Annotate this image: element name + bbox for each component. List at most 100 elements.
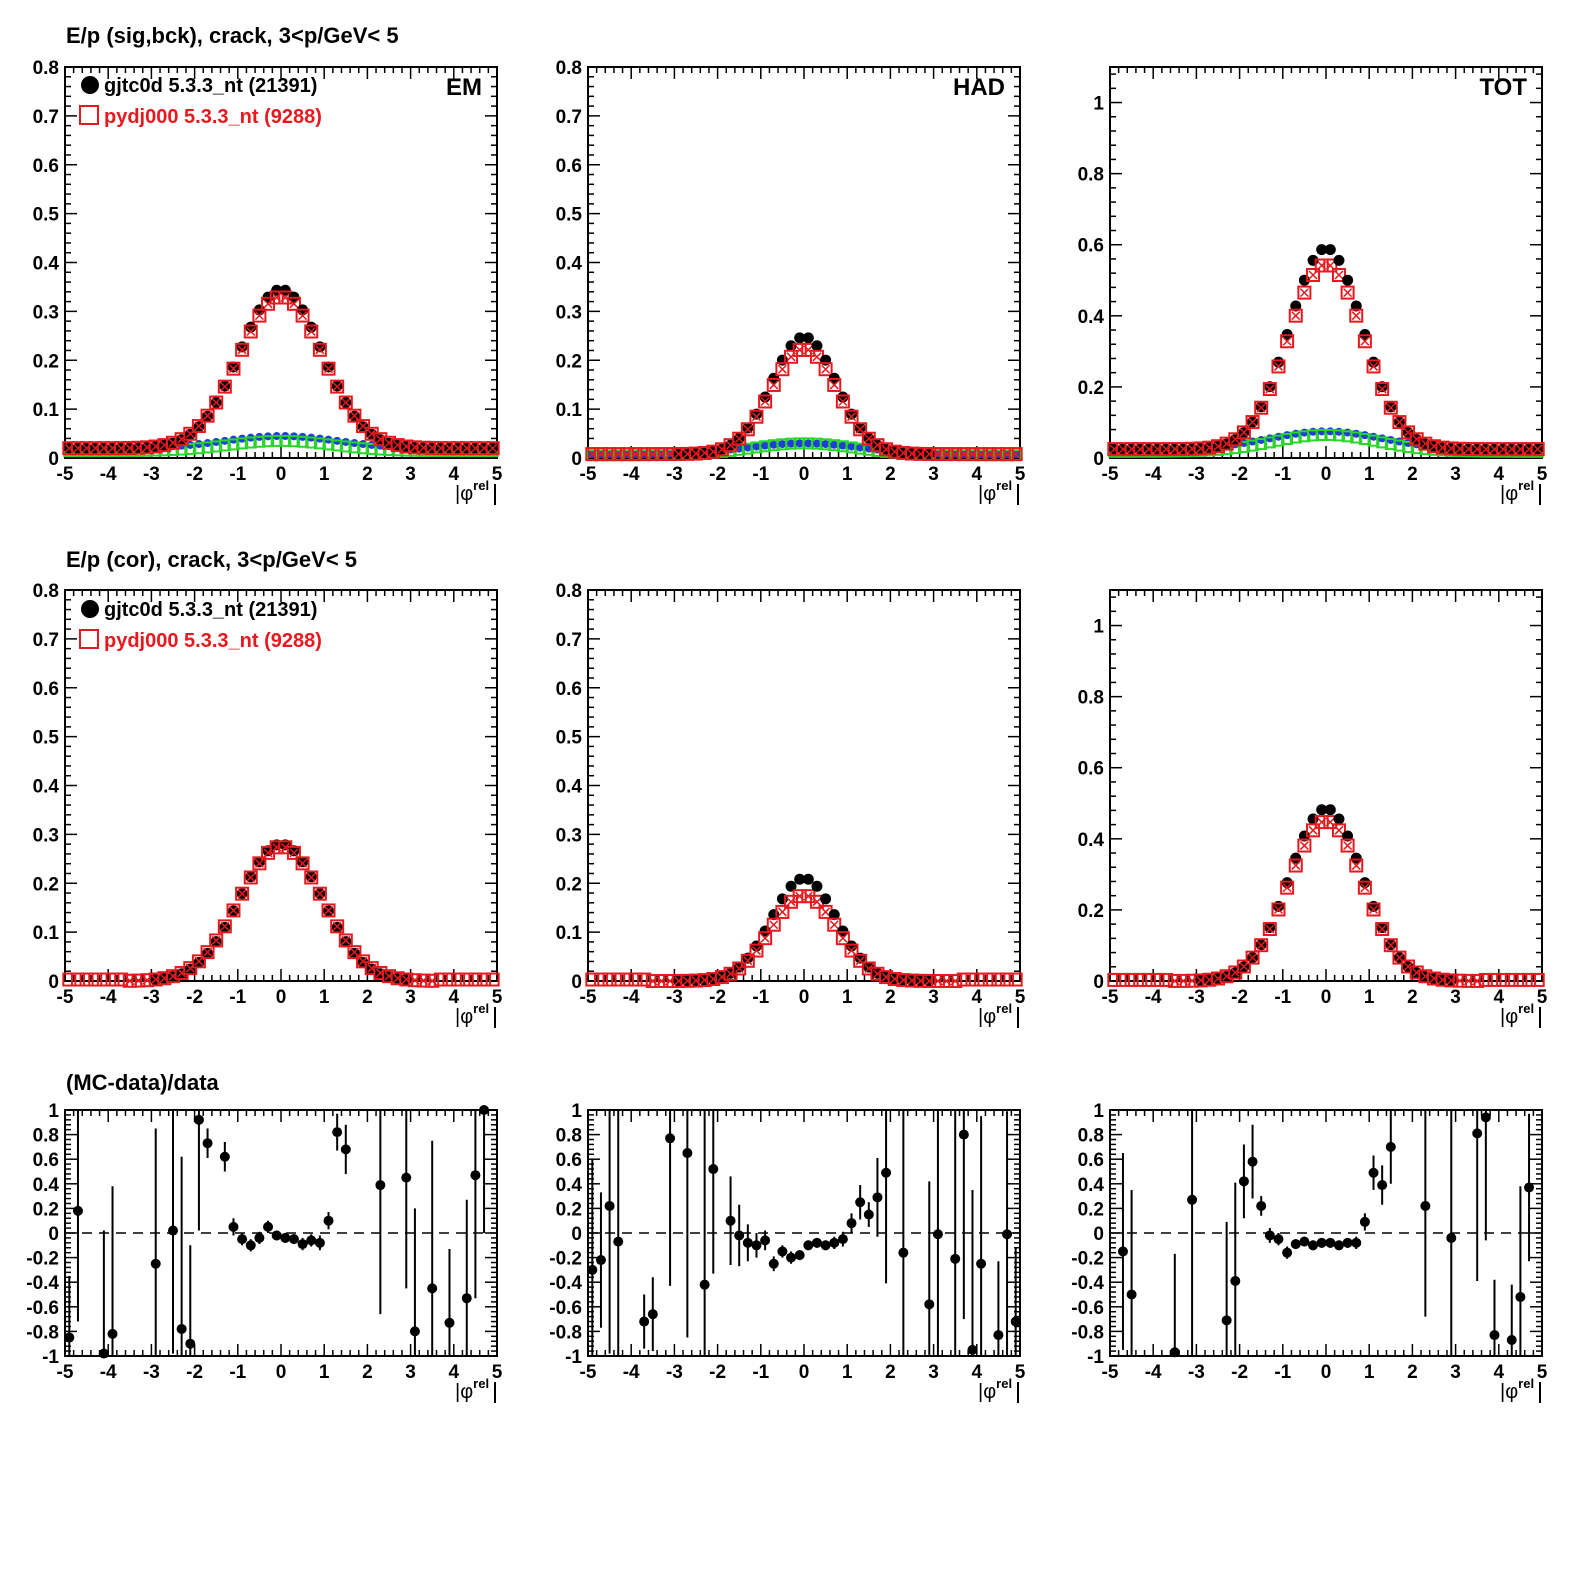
x-tick-label: -3: [1188, 464, 1205, 485]
bck-mc-point: [279, 434, 292, 447]
mc-point-x: [1334, 270, 1344, 280]
y-tick-label: 0: [1093, 1224, 1104, 1245]
mc-point: [1008, 972, 1023, 987]
x-tick-label: -5: [1102, 987, 1119, 1008]
mc-point: [1392, 950, 1407, 965]
mc-point-x: [203, 947, 213, 957]
bck-mc-point: [236, 437, 249, 450]
mc-point-x: [1334, 825, 1344, 835]
ratio-point: [725, 1215, 736, 1226]
x-axis-label: |φrel: [978, 1001, 1012, 1028]
mc-point: [948, 973, 963, 988]
bck-mc-point: [262, 435, 275, 448]
y-tick-label: 0.8: [33, 1126, 59, 1147]
mc-point-x: [289, 299, 299, 309]
mc-point: [654, 447, 669, 462]
x-tick-label: 2: [1407, 1362, 1418, 1383]
ratio-point: [699, 1279, 710, 1290]
bck-mc-point: [210, 440, 223, 453]
bck-mc-point: [184, 442, 197, 455]
mc-point: [1366, 902, 1381, 917]
x-tick-label: -4: [623, 464, 640, 485]
ratio-point: [958, 1129, 969, 1140]
legend-data-label: gjtc0d 5.3.3_nt (21391): [104, 599, 317, 621]
panel-top-TOT: -5 -4 -3 -2 -1 0 1 2 3 4 5 0 0.2 0.4 0.6 0.8 1 |φrel TOT: [1078, 66, 1548, 505]
y-tick-label: 0.8: [556, 58, 582, 79]
panels: -5 -4 -3 -2 -1 0 1 2 3 4 5 0 0.1 0.2 0.3 0.4 0.5 0.6 0.7 0.…: [26, 58, 1548, 1403]
mc-point-x: [298, 311, 308, 321]
mc-point: [1000, 972, 1015, 987]
ratio-point: [1290, 1239, 1301, 1250]
x-axis-label: |φrel: [978, 478, 1012, 505]
data-point: [1316, 244, 1328, 256]
mc-point-x: [1265, 924, 1275, 934]
mc-point-x: [246, 326, 256, 337]
mc-point: [1487, 972, 1502, 987]
mc-point: [792, 342, 807, 357]
ratio-point: [1238, 1176, 1249, 1187]
mc-point: [191, 954, 206, 969]
mc-point: [1176, 973, 1191, 988]
y-tick-label: 0.8: [33, 58, 59, 79]
ratio-point: [1002, 1229, 1013, 1240]
mc-point-x: [1273, 904, 1284, 915]
ratio-point: [237, 1234, 248, 1245]
mc-point-x: [237, 345, 247, 355]
mc-point-x: [803, 891, 813, 901]
y-tick-label: 0.4: [556, 254, 583, 275]
mc-point-x: [1343, 841, 1353, 851]
mc-point: [356, 419, 371, 434]
x-tick-label: 2: [1407, 464, 1418, 485]
mc-point: [209, 933, 224, 948]
y-tick-label: 0.8: [556, 1126, 582, 1147]
ratio-point: [1308, 1240, 1319, 1251]
mc-point: [442, 972, 457, 987]
mc-point: [1297, 285, 1312, 300]
mc-point-x: [829, 380, 839, 390]
y-tick-label: 0.2: [1078, 378, 1104, 399]
mc-point: [321, 361, 336, 376]
mc-point-x: [280, 292, 290, 303]
ratio-point: [254, 1232, 265, 1243]
mc-point-x: [246, 872, 256, 882]
data-point: [785, 340, 797, 352]
mc-point: [982, 447, 997, 462]
ratio-point: [837, 1234, 848, 1245]
bck-data-point: [778, 440, 787, 449]
mc-point: [637, 447, 652, 462]
ratio-point: [263, 1221, 274, 1232]
mc-point: [593, 447, 608, 462]
data-point: [1368, 356, 1380, 368]
mc-point: [1340, 285, 1355, 300]
x-axis-label-sup: rel: [473, 478, 489, 493]
ratio-point: [829, 1237, 840, 1248]
mc-point-x: [341, 935, 351, 945]
x-tick-label: -1: [752, 464, 769, 485]
ratio-point: [1368, 1167, 1379, 1178]
bck-mc-point: [365, 442, 378, 455]
bck-mc-point: [227, 438, 240, 451]
ratio-point: [1247, 1156, 1258, 1167]
mc-point: [628, 447, 643, 462]
bck-data-point: [830, 440, 839, 449]
mc-point: [200, 408, 215, 423]
y-tick-label: 0.6: [1078, 236, 1104, 257]
mc-point-x: [228, 364, 239, 374]
x-tick-label: -2: [709, 1362, 726, 1383]
mc-point: [347, 408, 362, 423]
mc-point: [645, 447, 660, 462]
y-tick-label: -1: [42, 1347, 59, 1368]
y-tick-label: 0: [571, 449, 582, 470]
row-title-2: E/p (cor), crack, 3<p/GeV< 5: [66, 547, 357, 572]
x-tick-label: -2: [1231, 1362, 1248, 1383]
y-tick-label: -0.6: [26, 1298, 59, 1319]
ratio-point: [107, 1328, 118, 1339]
y-tick-label: 0: [48, 972, 59, 993]
ratio-point: [1480, 1112, 1491, 1123]
y-tick-label: 0.6: [33, 156, 59, 177]
ratio-point: [427, 1283, 438, 1294]
y-tick-label: 0.4: [33, 777, 60, 798]
mc-point: [269, 290, 284, 305]
mc-point: [209, 395, 224, 410]
mc-point: [939, 973, 954, 988]
